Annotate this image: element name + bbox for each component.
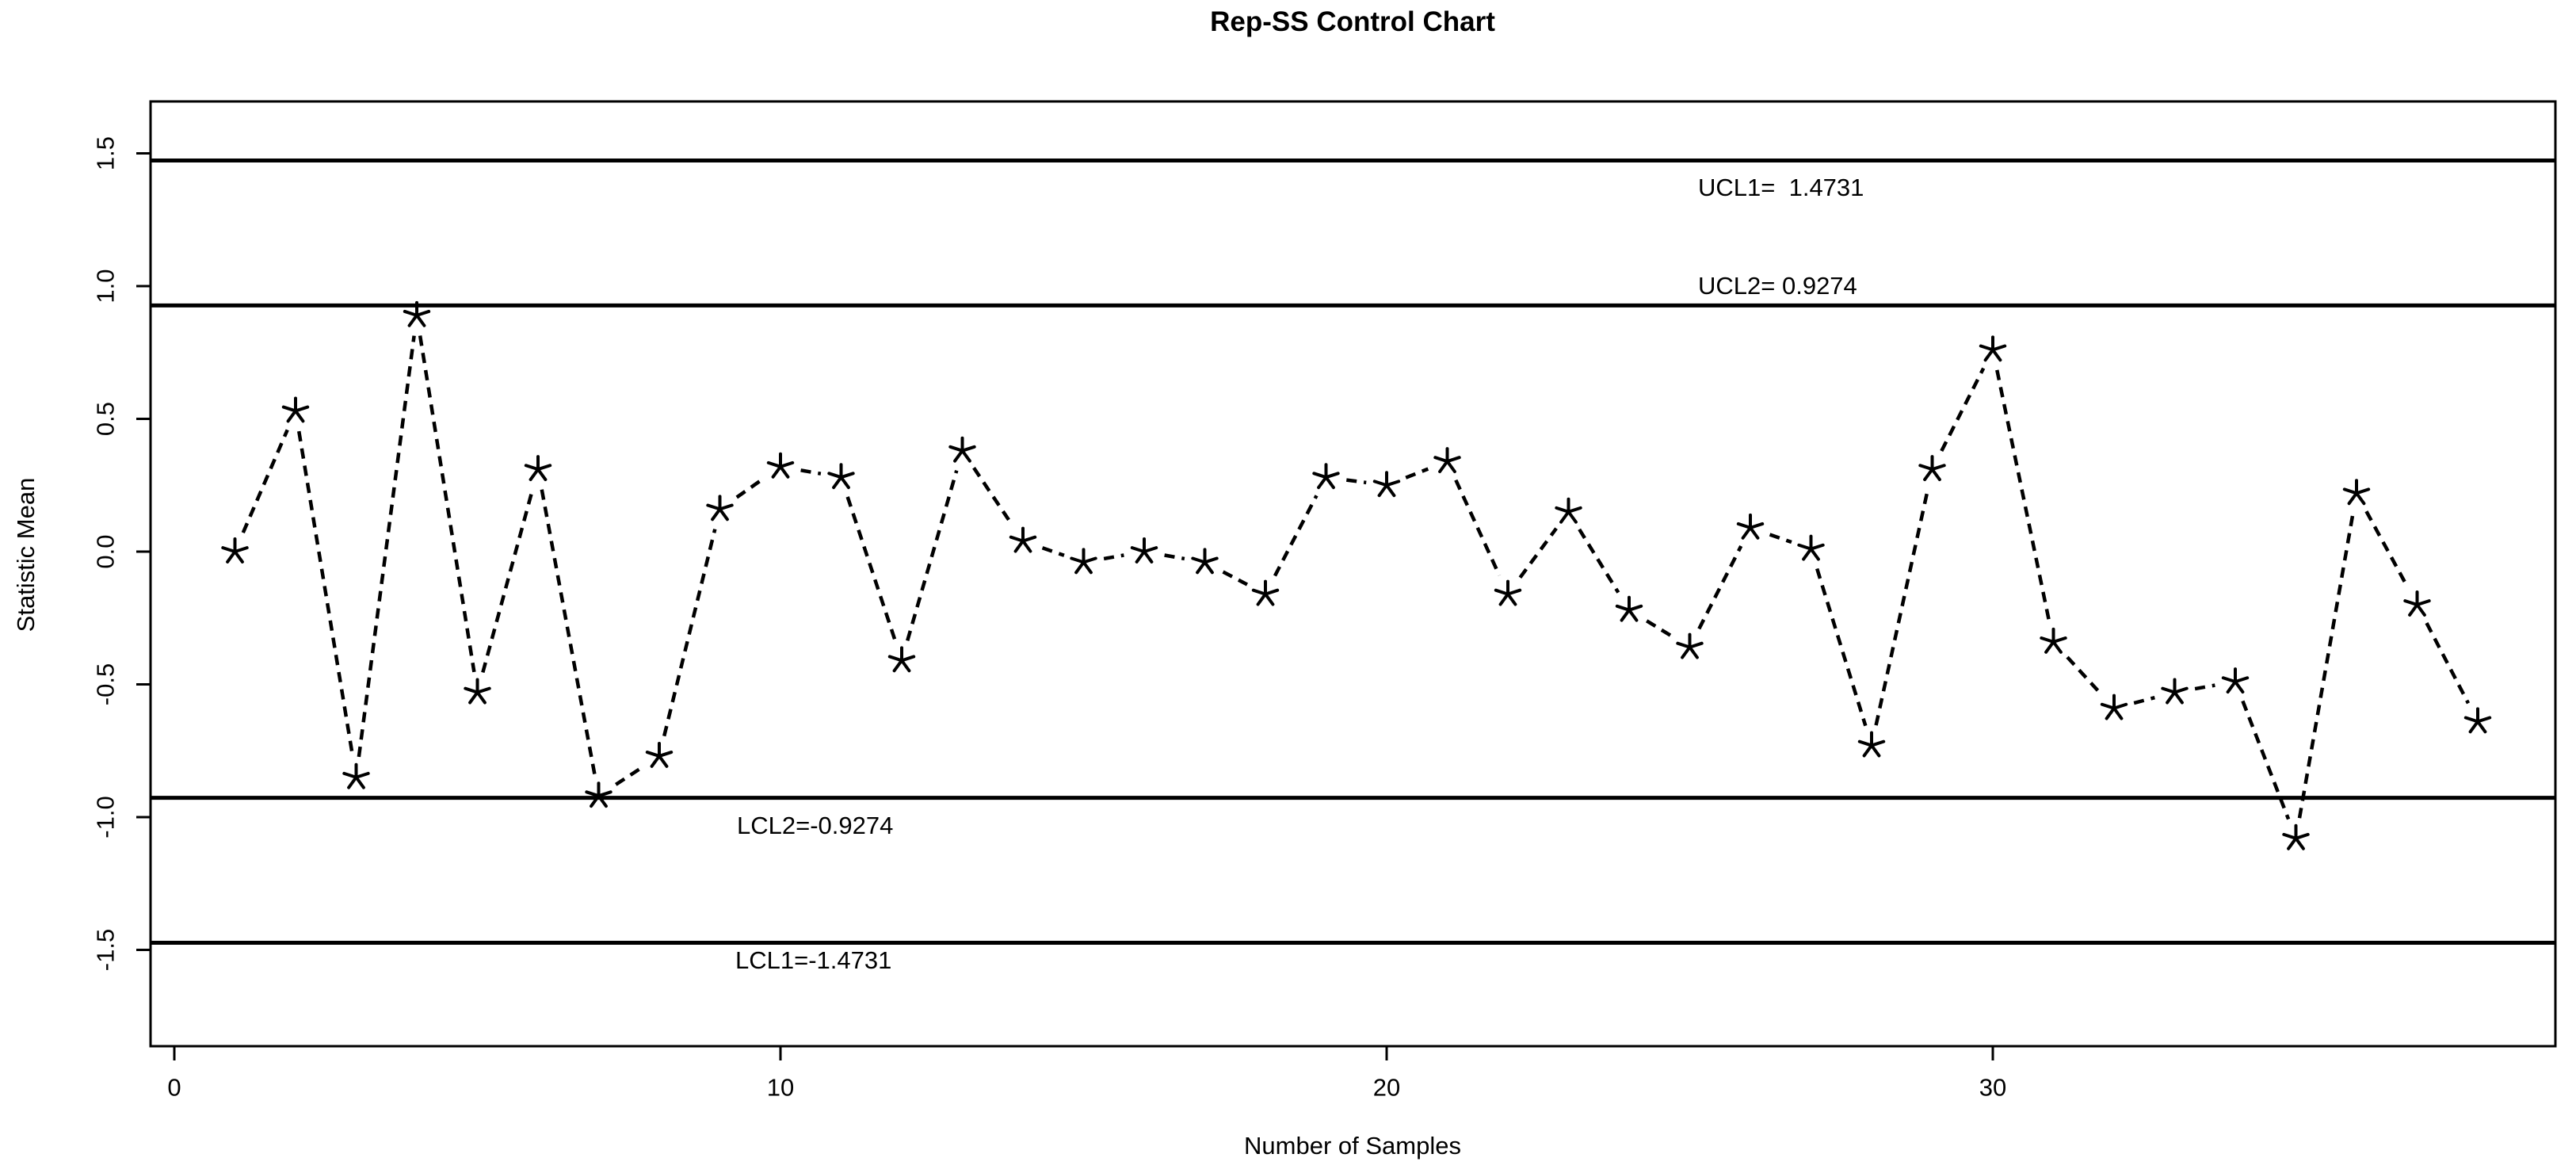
series-segment [2364, 510, 2410, 588]
x-tick-label: 10 [767, 1074, 794, 1102]
data-point-marker [524, 455, 552, 482]
series-segment [1769, 533, 1792, 544]
data-point-marker [1857, 731, 1886, 758]
series-segment [800, 468, 822, 476]
series-segment [972, 467, 1013, 525]
data-point-marker [887, 646, 916, 673]
data-point-marker [2040, 627, 2067, 654]
x-tick-label: 30 [1979, 1074, 2006, 1102]
chart-title: Rep-SS Control Chart [1210, 6, 1495, 37]
series-segment [297, 430, 355, 758]
data-point-marker [1979, 335, 2007, 362]
data-point-marker [2463, 707, 2492, 734]
data-point-marker [1736, 513, 1765, 540]
series-segment [845, 496, 897, 642]
series-segment [418, 335, 476, 673]
series-segment [1645, 619, 1673, 638]
data-point-marker [1130, 537, 1158, 564]
series-segment [1103, 553, 1124, 561]
series-segment [1273, 495, 1319, 577]
y-tick-label: -1.5 [92, 929, 120, 971]
series-segment [735, 476, 765, 499]
y-tick-label: 0.5 [92, 402, 120, 436]
series-segment [1164, 553, 1185, 561]
lcl2-annotation: LCL2=-0.9274 [737, 812, 894, 839]
data-point-marker [1372, 471, 1401, 498]
series-segment [1940, 367, 1986, 452]
ucl2-annotation: UCL2= 0.9274 [1698, 272, 1857, 300]
series-segment [2133, 695, 2155, 705]
data-point-marker [1251, 579, 1280, 606]
data-point-marker [2221, 667, 2250, 694]
data-point-marker [1312, 463, 1340, 490]
series-segment [1578, 528, 1620, 594]
series-segment [2425, 622, 2471, 705]
data-point-marker [1191, 548, 1219, 575]
series-segment [1815, 567, 1868, 727]
x-tick-label: 0 [167, 1074, 181, 1102]
series-segment [1041, 546, 1065, 557]
data-point-marker [948, 436, 976, 463]
data-point-marker [2100, 693, 2128, 720]
plot-border [149, 100, 2557, 1048]
y-tick-label: 1.0 [92, 269, 120, 303]
ucl1-annotation: UCL1= 1.4731 [1698, 174, 1864, 201]
x-axis-title: Number of Samples [1244, 1132, 1461, 1160]
series-segment [2241, 700, 2291, 820]
series-segment [1518, 527, 1558, 579]
series-segment [357, 335, 416, 758]
x-tick-label: 20 [1373, 1074, 1400, 1102]
data-point-marker [706, 495, 734, 522]
series-segment [1405, 467, 1429, 480]
data-point-marker [1797, 534, 1825, 561]
data-point-marker [2342, 479, 2371, 506]
data-point-marker [827, 463, 855, 490]
series-segment [540, 489, 597, 777]
data-point-marker [1918, 455, 1946, 482]
series-segment [2194, 683, 2215, 691]
series-segment [1874, 489, 1930, 726]
series-segment [614, 766, 643, 786]
series-segment [241, 429, 289, 534]
y-tick-label: -1.0 [92, 796, 120, 838]
data-point-marker [1009, 526, 1037, 553]
series-segment [1697, 545, 1743, 630]
series-segment [1345, 478, 1367, 485]
series-segment [2297, 513, 2355, 819]
data-point-marker [1070, 548, 1097, 575]
data-point-marker [342, 762, 370, 789]
data-point-marker [766, 452, 795, 479]
data-point-marker [2403, 590, 2431, 617]
data-point-marker [281, 396, 310, 423]
data-point-marker [585, 781, 613, 808]
data-point-marker [403, 300, 431, 327]
data-point-marker [1555, 497, 1582, 524]
y-tick-label: -0.5 [92, 663, 120, 705]
data-point-marker [464, 678, 491, 705]
data-point-marker [2282, 823, 2310, 850]
data-point-marker [1676, 632, 1704, 659]
series-segment [662, 529, 717, 737]
series-segment [1222, 570, 1249, 586]
data-point-marker [1615, 595, 1643, 622]
series-segment [481, 488, 535, 674]
series-segment [1454, 479, 1502, 576]
y-tick-label: 0.0 [92, 534, 120, 568]
data-point-marker [645, 741, 674, 768]
series-segment [1995, 369, 2051, 622]
series-segment [906, 470, 959, 641]
data-point-marker [2161, 678, 2189, 705]
series-segment [2066, 655, 2102, 694]
y-tick-label: 1.5 [92, 136, 120, 170]
lcl1-annotation: LCL1=-1.4731 [735, 946, 892, 974]
data-point-marker [1433, 447, 1461, 473]
data-point-marker [1494, 579, 1522, 606]
data-point-marker [221, 537, 249, 564]
